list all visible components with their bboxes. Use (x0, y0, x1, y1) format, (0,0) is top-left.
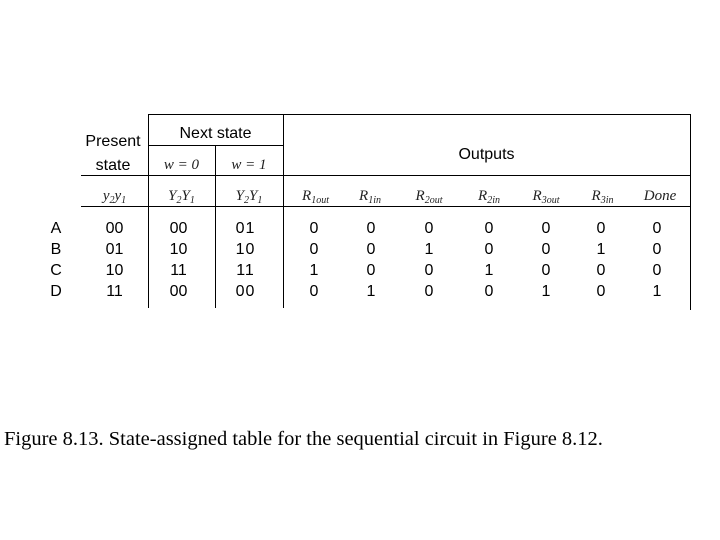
output-cell: 0 (484, 283, 494, 300)
output-cell: 0 (541, 220, 551, 237)
output-cell: 0 (596, 220, 606, 237)
present-state-header: Present state (85, 133, 141, 174)
present-state-cell: 00 (105, 220, 124, 237)
table-right-border (690, 114, 691, 310)
header-divider (81, 175, 691, 176)
variables-divider (81, 206, 691, 207)
outputs-header: Outputs (458, 146, 515, 163)
next-state-w0-cell: 11 (170, 262, 187, 279)
w1-header: w = 1 (231, 157, 267, 173)
output-cell: 0 (424, 283, 434, 300)
present-state-cell: 01 (105, 241, 124, 258)
output-cell: 1 (652, 283, 662, 300)
output-name-r2in: R2in (478, 188, 500, 206)
table-row: C 10 11 11 1 0 0 1 0 0 0 (0, 262, 720, 283)
output-cell: 0 (484, 241, 494, 258)
next-state-header: Next state (179, 125, 252, 142)
output-cell: 0 (309, 241, 319, 258)
output-cell: 0 (541, 241, 551, 258)
present-state-cell: 11 (106, 283, 123, 300)
output-cell: 1 (541, 283, 551, 300)
output-cell: 1 (596, 241, 606, 258)
output-cell: 0 (309, 220, 319, 237)
next-vars-w0-header: Y2Y1 (168, 188, 195, 206)
output-cell: 0 (366, 241, 376, 258)
state-label: C (50, 262, 62, 279)
output-cell: 1 (309, 262, 319, 279)
present-vars-header: y2y1 (102, 188, 127, 206)
next-state-w1-cell: 01 (235, 220, 256, 237)
output-cell: 0 (366, 220, 376, 237)
state-label: A (50, 220, 62, 237)
next-state-w1-cell: 11 (236, 262, 255, 279)
output-name-done: Done (643, 188, 677, 204)
next-state-w0-cell: 00 (169, 220, 188, 237)
output-cell: 0 (596, 283, 606, 300)
w0-header: w = 0 (163, 157, 200, 173)
output-cell: 1 (366, 283, 376, 300)
output-name-r3in: R3in (591, 188, 614, 206)
state-label: B (50, 241, 62, 258)
column-divider-outputs (283, 114, 284, 308)
next-state-w1-cell: 10 (235, 241, 256, 258)
output-name-r2out: R2out (415, 188, 443, 206)
output-cell: 0 (652, 262, 662, 279)
output-cell: 0 (309, 283, 319, 300)
output-name-r1out: R1out (302, 188, 329, 206)
figure-caption: Figure 8.13. State-assigned table for th… (4, 428, 603, 450)
output-cell: 0 (596, 262, 606, 279)
table-top-border (148, 114, 691, 115)
output-cell: 0 (484, 220, 494, 237)
next-vars-w1-header: Y2Y1 (235, 188, 263, 206)
output-cell: 0 (652, 220, 662, 237)
column-divider-next-w (215, 145, 216, 308)
output-name-r3out: R3out (532, 188, 560, 206)
state-label: D (50, 283, 62, 300)
output-cell: 0 (424, 220, 434, 237)
output-name-r1in: R1in (359, 188, 381, 206)
present-state-cell: 10 (105, 262, 124, 279)
next-state-w0-cell: 00 (169, 283, 188, 300)
output-cell: 0 (652, 241, 662, 258)
table-row: D 11 00 00 0 1 0 0 1 0 1 (0, 283, 720, 304)
output-cell: 1 (484, 262, 494, 279)
output-cell: 0 (366, 262, 376, 279)
output-cell: 0 (541, 262, 551, 279)
next-state-w0-cell: 10 (169, 241, 188, 258)
next-state-w1-cell: 00 (235, 283, 256, 300)
output-cell: 0 (424, 262, 434, 279)
column-divider-present (148, 114, 149, 308)
table-row: A 00 00 01 0 0 0 0 0 0 0 (0, 220, 720, 241)
output-cell: 1 (424, 241, 434, 258)
table-row: B 01 10 10 0 0 1 0 0 1 0 (0, 241, 720, 262)
